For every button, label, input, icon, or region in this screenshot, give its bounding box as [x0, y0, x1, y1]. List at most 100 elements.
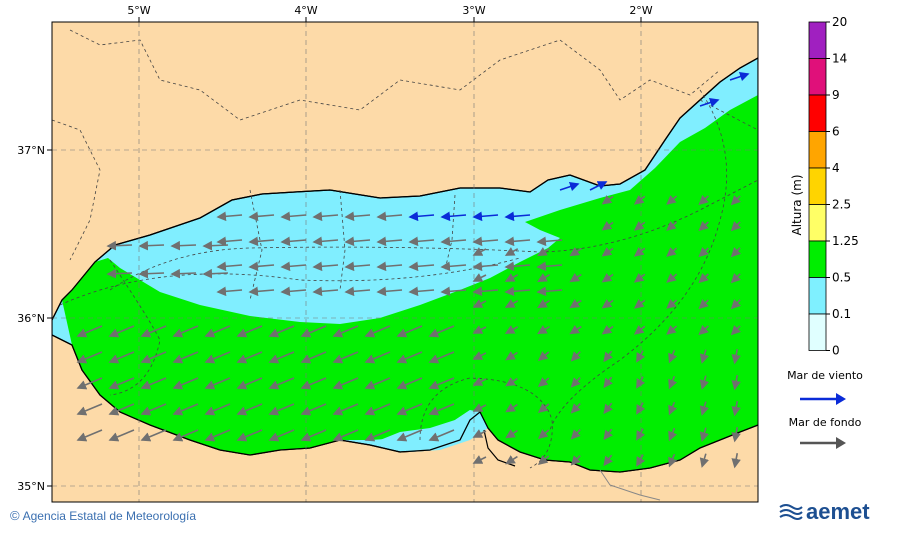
wind-sea-arrow [729, 71, 750, 82]
swell-arrow [666, 273, 678, 283]
swell-arrow [601, 299, 614, 309]
swell-arrow [216, 211, 243, 222]
aemet-logo-text: aemet [806, 499, 870, 524]
swell-arrow [731, 375, 741, 391]
swell-arrow [364, 377, 391, 390]
swell-arrow [666, 195, 678, 205]
swell-arrow [204, 325, 231, 338]
swell-arrow [280, 286, 307, 297]
lon-label-4w: 4°W [294, 4, 317, 17]
swell-arrow [731, 401, 741, 417]
swell-arrow [106, 268, 133, 279]
swell-arrow [603, 376, 613, 389]
swell-arrow [376, 261, 403, 272]
swell-arrow [536, 261, 563, 272]
graticule [52, 22, 758, 502]
swell-arrow [376, 236, 403, 247]
swell-arrow [472, 261, 499, 272]
swell-arrow [332, 403, 359, 416]
swell-arrow [504, 286, 531, 297]
colorbar-band [808, 94, 827, 132]
colorbar-tick-label: 1.25 [832, 234, 859, 248]
swell-arrow [140, 325, 167, 338]
swell-arrow [138, 240, 165, 251]
map-area [52, 22, 758, 502]
coastline [52, 57, 758, 473]
swell-arrow [730, 273, 741, 284]
swell-arrow [312, 211, 339, 222]
lon-label-2w: 2°W [629, 4, 652, 17]
swell-arrow [472, 377, 487, 386]
colorbar-band [808, 204, 827, 242]
wind-sea-arrow [408, 211, 435, 222]
swell-arrow [699, 453, 710, 468]
swell-arrow [300, 377, 327, 390]
swell-arrow [344, 286, 371, 297]
swell-arrow [636, 454, 646, 467]
swell-arrow [666, 299, 678, 309]
swell-arrow [300, 429, 327, 442]
swell-arrow [536, 236, 563, 247]
swell-arrow [603, 428, 613, 441]
swell-arrow [428, 377, 455, 390]
swell-arrow [268, 351, 295, 364]
swell-arrow [204, 429, 231, 442]
swell-arrow [248, 211, 275, 222]
swell-arrow [364, 351, 391, 364]
colorbar-band [808, 131, 827, 169]
swell-arrow [570, 429, 581, 440]
legend-swell-label: Mar de fondo [789, 416, 862, 429]
swell-arrow [601, 325, 614, 335]
swell-arrow [300, 325, 327, 338]
zone-boundaries [52, 29, 758, 469]
swell-arrow [312, 236, 339, 247]
swell-arrow [698, 273, 709, 284]
swell-arrow [106, 240, 133, 251]
swell-arrow [633, 195, 646, 205]
swell-arrow [601, 195, 614, 205]
swell-arrow [108, 325, 135, 338]
swell-arrow [268, 325, 295, 338]
swell-arrow [636, 376, 646, 389]
colorbar-band [808, 167, 827, 205]
swell-arrow [268, 403, 295, 416]
swell-arrow [537, 377, 550, 387]
swell-arrow [248, 286, 275, 297]
swell-arrow [472, 325, 487, 334]
swell-arrow [603, 454, 613, 467]
colorbar-tick-label: 9 [832, 88, 840, 102]
swell-arrow [730, 247, 741, 258]
swell-arrow [172, 403, 199, 416]
swell-arrow [364, 325, 391, 338]
swell-arrow [216, 261, 243, 272]
land-border-south [599, 469, 661, 501]
swell-arrow [504, 261, 531, 272]
swell-arrow [170, 240, 197, 251]
swell-arrow [699, 401, 710, 416]
colorbar-tick-label: 14 [832, 52, 847, 66]
swell-arrow [570, 377, 581, 388]
swell-arrow [569, 247, 582, 257]
sea-calm-pocket-south [380, 410, 488, 452]
wind-sea-arrow [504, 211, 531, 222]
swell-arrow [364, 403, 391, 416]
swell-arrow [268, 377, 295, 390]
swell-arrow [236, 325, 263, 338]
wind-sea-arrow [440, 211, 467, 222]
swell-arrow [569, 273, 582, 283]
swell-arrow [312, 286, 339, 297]
swell-arrow [537, 429, 550, 439]
colorbar-tick-label: 0.5 [832, 271, 851, 285]
colorbar-band [808, 313, 827, 351]
colorbar-band [808, 58, 827, 96]
colorbar-tick-label: 0.1 [832, 307, 851, 321]
swell-arrow [537, 299, 550, 309]
swell-arrow [344, 261, 371, 272]
swell-arrow [699, 375, 710, 390]
swell-arrow [472, 247, 487, 256]
swell-arrow [633, 325, 646, 335]
swell-arrow [236, 403, 263, 416]
swell-arrow [633, 221, 646, 231]
axis-ticks [47, 17, 642, 487]
